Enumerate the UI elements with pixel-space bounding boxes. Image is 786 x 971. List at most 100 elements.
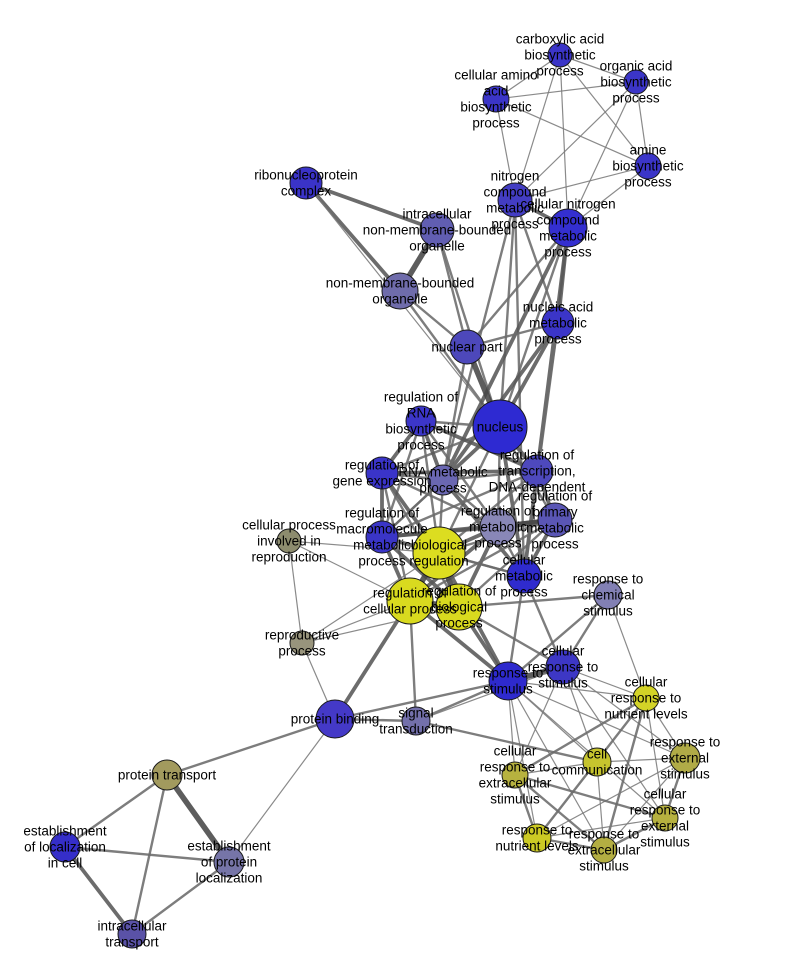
- edge-cellrespextracell-respextracell: [513, 773, 606, 852]
- node-regcellproc[interactable]: regulation of cellular process: [386, 577, 434, 625]
- node-respnutrient[interactable]: response to nutrient levels: [522, 823, 552, 853]
- edge-nitrogen-cellmetab: [513, 198, 526, 578]
- node-respexternal[interactable]: response to external stimulus: [669, 742, 701, 774]
- edge-carboxylic-cellnitrogen: [559, 54, 569, 229]
- node-regtranscription[interactable]: regulation of transcription, DNA-depende…: [520, 454, 554, 488]
- edge-reggene-regmetab: [380, 471, 500, 529]
- node-cellrespnutrient[interactable]: cellular response to nutrient levels: [632, 684, 660, 712]
- edge-cellrespstim-respexternal: [562, 666, 686, 759]
- node-cellmetab[interactable]: cellular metabolic process: [506, 558, 542, 594]
- edge-organic-amine: [635, 81, 649, 167]
- node-cellnitrogen[interactable]: cellular nitrogen compound metabolic pro…: [548, 208, 588, 248]
- edge-estloccell-intratransport: [63, 845, 134, 936]
- edge-respstimulus-respexternal: [507, 680, 686, 759]
- edge-cellrespnutrient-cellrespexternal: [645, 697, 666, 819]
- edge-proteintransport-estloccell: [63, 773, 169, 849]
- edge-layer: [63, 54, 687, 936]
- node-respstimulus[interactable]: response to stimulus: [488, 661, 528, 701]
- edge-respnutrient-cellrespexternal: [536, 817, 666, 839]
- edge-regrna-regmetab: [419, 419, 500, 529]
- edge-reggene-regtranscription: [380, 469, 539, 475]
- edge-respstimulus-cellrespexternal: [507, 680, 666, 819]
- node-intratransport[interactable]: intracellular transport: [117, 919, 147, 949]
- node-nucleus[interactable]: nucleus: [472, 399, 528, 455]
- edge-cellrespnutrient-cellrespextracell: [513, 696, 648, 777]
- node-cellamino[interactable]: cellular amino acid biosynthetic process: [482, 85, 510, 113]
- node-carboxylic[interactable]: carboxylic acid biosynthetic process: [547, 42, 573, 68]
- edge-cellnitrogen-nucleus: [498, 226, 570, 429]
- node-regbioproc[interactable]: regulation of biological process: [435, 583, 483, 631]
- node-rnametab[interactable]: RNA metabolic process: [427, 464, 459, 496]
- node-ribonucleo[interactable]: ribonucleoprotein complex: [289, 166, 323, 200]
- node-intranmb[interactable]: intracellular non-membrane-bounded organ…: [419, 212, 455, 248]
- edge-nitrogen-nucleicacid: [513, 198, 560, 325]
- edge-nmborg-nucleus: [398, 289, 502, 429]
- edge-respstimulus-respextracell: [507, 680, 605, 851]
- edge-regprimary-regcellproc: [408, 518, 557, 603]
- edge-organic-nitrogen: [514, 81, 637, 201]
- node-nitrogen[interactable]: nitrogen compound metabolic process: [497, 182, 533, 218]
- edge-ribonucleo-intranmb: [304, 181, 439, 232]
- edge-respstimulus-cellrespnutrient: [507, 680, 647, 699]
- node-reproproc[interactable]: reproductive process: [289, 630, 315, 656]
- node-cellrespextracell[interactable]: cellular response to extracellular stimu…: [501, 761, 529, 789]
- edge-carboxylic-nitrogen: [514, 54, 561, 201]
- node-organic[interactable]: organic acid biosynthetic process: [623, 69, 649, 95]
- node-reggene[interactable]: regulation of gene expression: [365, 456, 399, 490]
- node-regrna[interactable]: regulation of RNA biosynthetic process: [405, 405, 437, 437]
- node-estloccell[interactable]: establishment of localization in cell: [49, 831, 81, 863]
- edge-cellcomm-respnutrient: [536, 761, 598, 839]
- edge-respexternal-respnutrient: [536, 757, 686, 839]
- edge-regbioproc-reproproc: [301, 606, 460, 644]
- edge-cellcomm-respextracell: [596, 761, 605, 851]
- edge-cellcomm-signaltrans: [414, 719, 599, 764]
- node-signaltrans[interactable]: signal transduction: [401, 706, 431, 736]
- node-cellcomm[interactable]: cell communication: [582, 747, 612, 777]
- node-regmacro[interactable]: regulation of macromolecule metabolic pr…: [365, 520, 399, 554]
- node-estprotloc[interactable]: establishment of protein localization: [213, 846, 245, 878]
- edge-respchemical-respstimulus: [506, 593, 610, 683]
- edge-proteinbinding-estprotloc: [228, 718, 336, 863]
- edge-cellnitrogen-nuclearpart: [465, 226, 570, 349]
- node-cellrespstim[interactable]: cellular response to stimulus: [545, 649, 581, 685]
- edge-proteintransport-estprotloc: [164, 772, 232, 865]
- node-nuclearpart[interactable]: nuclear part: [449, 329, 485, 365]
- node-bioreg[interactable]: biological regulation: [412, 526, 466, 580]
- node-respextracell[interactable]: response to extracellular stimulus: [590, 836, 618, 864]
- edge-nitrogen-nucleus: [498, 198, 517, 429]
- node-layer: carboxylic acid biosynthetic process orga…: [49, 42, 701, 949]
- edge-ribonucleo-nmborg: [304, 181, 402, 293]
- node-nucleicacid[interactable]: nucleic acid metabolic process: [541, 306, 575, 340]
- node-cellprocrepro[interactable]: cellular process involved in reproductio…: [276, 528, 302, 554]
- edge-respchemical-cellrespnutrient: [607, 594, 647, 699]
- edge-estloccell-estprotloc: [63, 845, 231, 864]
- edge-regrna-regtranscription: [419, 419, 539, 473]
- edge-respstimulus-proteinbinding: [333, 679, 510, 721]
- edge-respexternal-respextracell: [603, 757, 686, 851]
- edge-carboxylic-amine: [559, 54, 649, 167]
- node-proteintransport[interactable]: protein transport: [151, 759, 183, 791]
- edge-cellamino-amine: [495, 98, 649, 167]
- edge-carboxylic-organic: [559, 54, 637, 83]
- edge-amine-nitrogen: [514, 165, 649, 201]
- edge-proteinbinding-proteintransport: [165, 717, 337, 777]
- edge-cellrespstim-cellrespexternal: [562, 666, 666, 819]
- node-nmborg[interactable]: non-membrane-bounded organelle: [381, 272, 419, 310]
- edge-cellrespextracell-cellrespexternal: [513, 773, 667, 820]
- edge-regrna-regmacro: [380, 419, 423, 539]
- node-amine[interactable]: amine biosynthetic process: [634, 152, 662, 180]
- edge-intranmb-nucleus: [435, 228, 502, 429]
- edge-organic-cellamino: [495, 81, 637, 100]
- edge-regtranscription-regmacro: [380, 469, 539, 539]
- node-respchemical[interactable]: response to chemical stimulus: [593, 580, 623, 610]
- edge-organic-cellnitrogen: [567, 81, 637, 229]
- node-regprimary[interactable]: regulation of primary metabolic process: [537, 502, 573, 538]
- node-regmetab[interactable]: regulation of metabolic process: [479, 508, 517, 546]
- edge-cellrespstim-cellrespextracell: [514, 666, 564, 776]
- node-proteinbinding[interactable]: protein binding: [315, 699, 355, 739]
- node-cellrespexternal[interactable]: cellular response to external stimulus: [651, 804, 679, 832]
- edge-cellrespstim-signaltrans: [415, 666, 564, 722]
- edge-estprotloc-intratransport: [130, 860, 231, 936]
